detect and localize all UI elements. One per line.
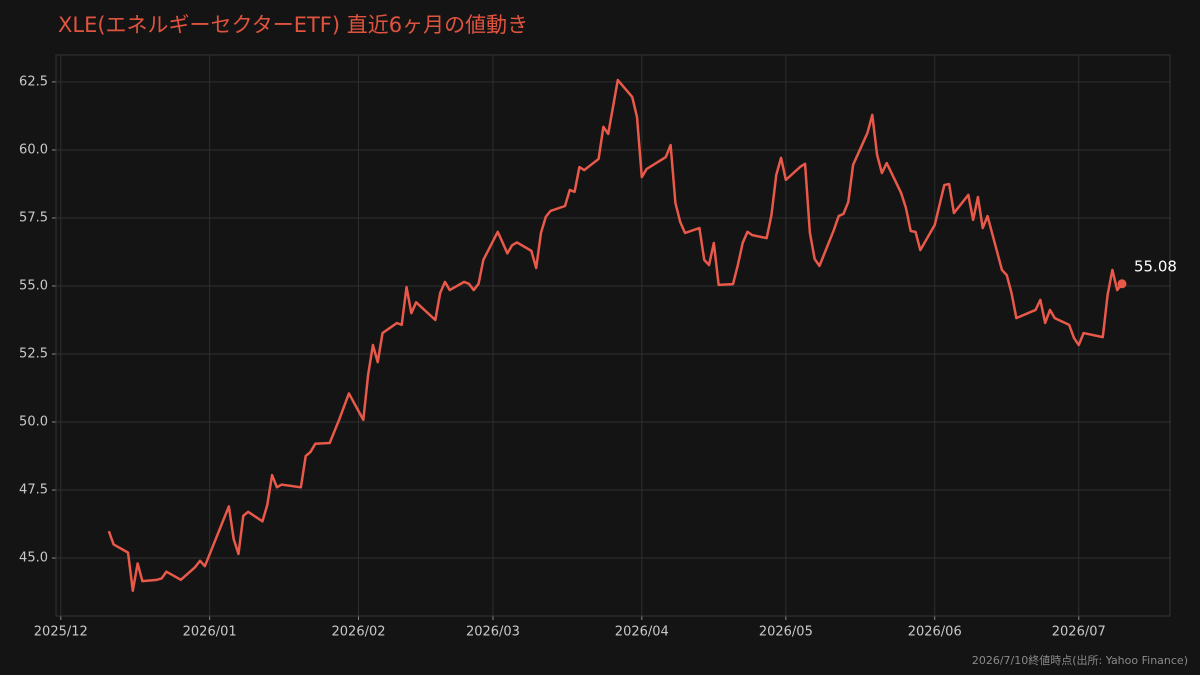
y-tick-label: 47.5 — [19, 483, 48, 498]
x-tick-label: 2026/04 — [615, 625, 669, 640]
x-tick-label: 2026/06 — [908, 625, 962, 640]
y-tick-label: 57.5 — [19, 210, 48, 225]
last-value-label: 55.08 — [1134, 257, 1177, 275]
y-tick-label: 60.0 — [19, 142, 48, 157]
y-tick-label: 52.5 — [19, 347, 48, 362]
y-tick-label: 62.5 — [19, 74, 48, 89]
chart-title: XLE(エネルギーセクターETF) 直近6ヶ月の値動き — [58, 13, 528, 37]
plot-frame — [55, 54, 1171, 617]
price-line — [107, 78, 1123, 592]
x-tick-label: 2026/03 — [466, 625, 520, 640]
x-tick-label: 2026/07 — [1052, 625, 1106, 640]
x-tick-label: 2026/05 — [759, 625, 813, 640]
y-tick-label: 50.0 — [19, 415, 48, 430]
x-tick-label: 2025/12 — [34, 625, 88, 640]
y-tick-label: 55.0 — [19, 278, 48, 293]
source-note: 2026/7/10終値時点(出所: Yahoo Finance) — [972, 653, 1188, 667]
last-point — [1117, 279, 1127, 289]
x-tick-label: 2026/01 — [183, 625, 237, 640]
y-tick-label: 45.0 — [19, 551, 48, 566]
x-tick-label: 2026/02 — [332, 625, 386, 640]
